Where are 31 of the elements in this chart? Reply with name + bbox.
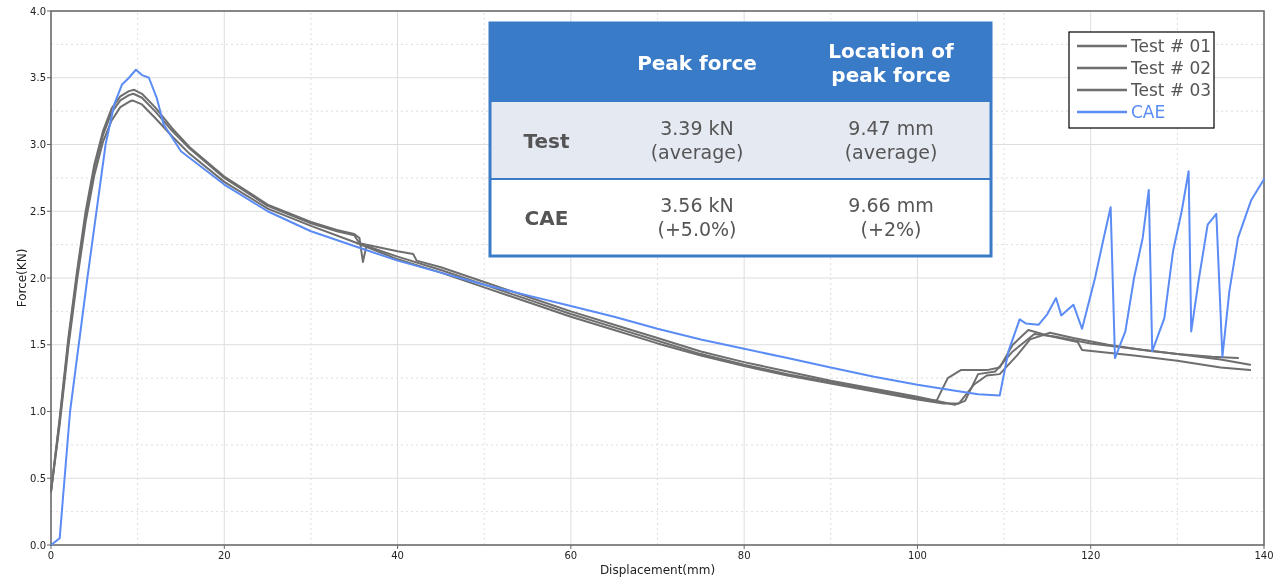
legend-label: Test # 03 (1130, 80, 1212, 100)
x-tick-label: 20 (217, 550, 231, 561)
y-tick-label: 2.0 (30, 272, 46, 284)
annotation: 9.66 mm (+2%) (848, 194, 934, 241)
y-tick-label: 4.0 (30, 5, 46, 17)
x-tick-label: 40 (391, 550, 404, 561)
y-tick-label: 0.5 (30, 472, 46, 484)
annotation: 3.56 kN (+5.0%) (657, 194, 737, 241)
annotation: Test (523, 128, 570, 153)
x-tick-label: 60 (564, 550, 578, 561)
x-tick-label: 0 (47, 550, 55, 561)
annotation: 9.47 mm (average) (844, 117, 938, 164)
annotation: CAE (524, 205, 569, 230)
y-tick-label: 3.5 (30, 72, 46, 84)
annotation: Location of peak force (828, 38, 955, 87)
x-axis-title: Displacement(mm) (599, 563, 716, 577)
y-axis-title: Force(KN) (15, 248, 29, 308)
x-tick-label: 120 (1081, 550, 1101, 561)
x-tick-label: 80 (737, 550, 751, 561)
y-tick-label: 2.5 (30, 205, 46, 217)
y-tick-label: 1.5 (30, 339, 46, 351)
annotation: Peak force (637, 50, 757, 75)
y-tick-label: 0.0 (30, 539, 46, 551)
legend-label: Test # 01 (1130, 36, 1212, 56)
legend-label: Test # 02 (1130, 58, 1212, 78)
legend-label: CAE (1131, 102, 1166, 122)
annotation: 3.39 kN (average) (650, 117, 744, 164)
x-tick-label: 140 (1254, 550, 1273, 561)
y-tick-label: 3.0 (30, 139, 46, 150)
x-tick-label: 100 (907, 550, 927, 561)
y-tick-label: 1.0 (30, 406, 46, 417)
